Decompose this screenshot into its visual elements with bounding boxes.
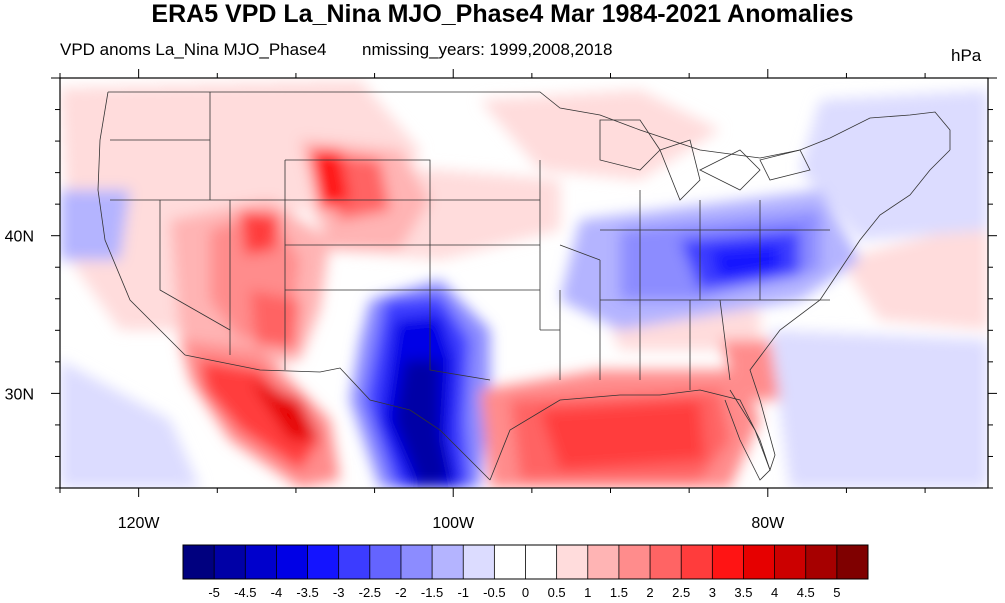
colorbar-label: 0.5 xyxy=(548,585,566,600)
colorbar-swatch xyxy=(681,545,713,579)
chart-title: ERA5 VPD La_Nina MJO_Phase4 Mar 1984-202… xyxy=(151,0,854,28)
colorbar-swatch xyxy=(369,545,402,579)
colorbar-label: 1.5 xyxy=(610,585,628,600)
lat-label: 30N xyxy=(5,386,34,403)
axis-ticks xyxy=(51,69,997,497)
colorbar-label: 2 xyxy=(646,585,653,600)
lon-label: 80W xyxy=(751,515,785,532)
colorbar-swatch xyxy=(805,545,838,579)
colorbar-swatch xyxy=(338,545,371,579)
colorbar-swatch xyxy=(587,545,620,579)
colorbar-label: 3.5 xyxy=(734,585,752,600)
subtitle-left: VPD anoms La_Nina MJO_Phase4 xyxy=(60,40,327,59)
lon-label: 120W xyxy=(118,515,161,532)
colorbar-label: -2 xyxy=(395,585,407,600)
colorbar-swatch xyxy=(556,545,589,579)
colorbar-swatch xyxy=(214,545,246,579)
colorbar-swatch xyxy=(276,545,308,579)
colorbar-label: -3 xyxy=(333,585,345,600)
colorbar-swatch xyxy=(494,545,526,579)
colorbar-label: -2.5 xyxy=(359,585,381,600)
colorbar-swatch xyxy=(245,545,277,579)
colorbar-swatch xyxy=(307,545,339,579)
colorbar-swatch xyxy=(400,545,433,579)
colorbar-swatch xyxy=(618,545,651,579)
colorbar-swatch xyxy=(183,545,215,579)
colorbar-label: -3.5 xyxy=(296,585,318,600)
units-label: hPa xyxy=(951,46,982,65)
colorbar-swatch xyxy=(774,545,807,579)
anomaly-field xyxy=(60,78,988,488)
colorbar-swatch xyxy=(743,545,775,579)
colorbar-label: 4 xyxy=(771,585,778,600)
latitude-labels: 40N 30N xyxy=(5,229,34,404)
colorbar-swatch xyxy=(712,545,744,579)
colorbar-label: -5 xyxy=(208,585,220,600)
lat-label: 40N xyxy=(5,229,34,246)
colorbar-swatch xyxy=(525,545,557,579)
subtitle-missing-years: nmissing_years: 1999,2008,2018 xyxy=(362,40,613,59)
colorbar-label: 0 xyxy=(522,585,529,600)
colorbar: -5 -4.5 -4 -3.5 -3 -2.5 -2 -1.5 -1 -0.5 0 0.5 1 1.5 2 2… xyxy=(182,544,869,600)
colorbar-label: 2.5 xyxy=(672,585,690,600)
colorbar-swatch xyxy=(650,545,682,579)
colorbar-label: -0.5 xyxy=(483,585,505,600)
colorbar-swatch xyxy=(836,545,869,579)
colorbar-label: 4.5 xyxy=(797,585,815,600)
colorbar-label: 1 xyxy=(584,585,591,600)
colorbar-label: 5 xyxy=(833,585,840,600)
lon-label: 100W xyxy=(432,515,475,532)
colorbar-label: -1.5 xyxy=(421,585,443,600)
state-boundaries xyxy=(97,91,951,481)
longitude-labels: 120W 100W 80W xyxy=(118,515,785,532)
colorbar-label: 3 xyxy=(709,585,716,600)
colorbar-swatch xyxy=(463,545,495,579)
colorbar-label: -4.5 xyxy=(234,585,256,600)
colorbar-swatch xyxy=(432,545,464,579)
colorbar-label: -1 xyxy=(457,585,469,600)
colorbar-label: -4 xyxy=(271,585,283,600)
